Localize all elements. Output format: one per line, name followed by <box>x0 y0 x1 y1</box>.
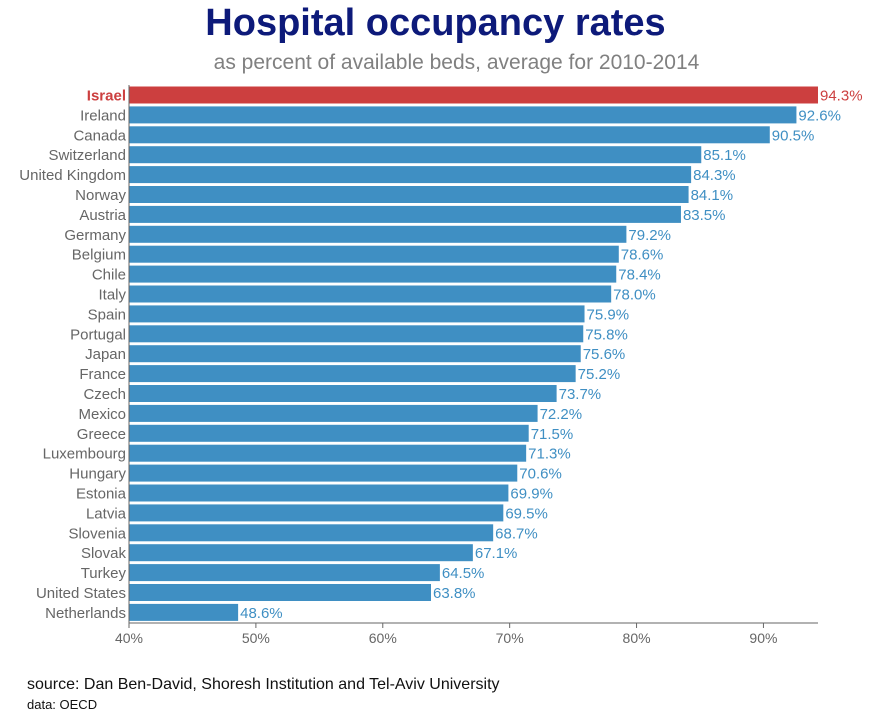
category-label: Italy <box>98 287 126 304</box>
bar-ireland <box>129 106 797 124</box>
value-label: 90.5% <box>772 127 815 144</box>
value-label: 85.1% <box>703 147 746 164</box>
category-label: Luxembourg <box>43 446 126 463</box>
category-label: Switzerland <box>48 147 126 164</box>
value-label: 92.6% <box>798 107 841 124</box>
bar-united-states <box>129 584 431 601</box>
bar-france <box>129 365 576 383</box>
value-label: 78.0% <box>613 287 656 304</box>
category-label: Hungary <box>69 466 126 483</box>
x-tick-label: 40% <box>115 630 143 646</box>
x-tick-label: 60% <box>369 630 397 646</box>
category-label: Germany <box>64 227 126 244</box>
value-label: 75.8% <box>585 326 628 343</box>
category-label: United States <box>36 585 126 602</box>
category-label: Chile <box>92 267 126 284</box>
category-label: Czech <box>83 386 126 403</box>
bar-japan <box>129 345 581 363</box>
bar-turkey <box>129 564 440 582</box>
category-label: Ireland <box>80 107 126 124</box>
value-label: 71.3% <box>528 446 571 463</box>
value-label: 67.1% <box>475 545 518 562</box>
category-label: Slovenia <box>68 525 126 542</box>
data-note: data: OECD <box>27 697 98 712</box>
category-label: Turkey <box>81 565 127 582</box>
category-label: United Kingdom <box>19 167 126 184</box>
bar-belgium <box>129 245 619 263</box>
bar-switzerland <box>129 146 702 164</box>
bar-czech <box>129 385 557 402</box>
value-label: 73.7% <box>559 386 602 403</box>
value-label: 68.7% <box>495 525 538 542</box>
bar-slovak <box>129 544 473 562</box>
category-label: Portugal <box>70 326 126 343</box>
bar-portugal <box>129 325 584 343</box>
value-label: 71.5% <box>531 426 574 443</box>
bar-estonia <box>129 484 509 502</box>
value-label: 78.6% <box>621 247 664 264</box>
value-label: 75.9% <box>587 306 630 323</box>
value-label: 64.5% <box>442 565 485 582</box>
chart-title: Hospital occupancy rates <box>205 2 666 44</box>
x-tick-label: 90% <box>749 630 777 646</box>
bar-slovenia <box>129 524 494 542</box>
category-label: Belgium <box>72 247 126 264</box>
value-label: 79.2% <box>628 227 671 244</box>
value-label: 83.5% <box>683 207 726 224</box>
bar-germany <box>129 225 627 243</box>
chart-subtitle: as percent of available beds, average fo… <box>213 51 700 74</box>
category-label: Canada <box>73 127 126 144</box>
value-label: 75.6% <box>583 346 626 363</box>
category-label: Israel <box>87 88 126 105</box>
bar-latvia <box>129 504 504 522</box>
bar-greece <box>129 424 529 442</box>
source-note: source: Dan Ben-David, Shoresh Instituti… <box>27 676 500 693</box>
x-tick-label: 80% <box>623 630 651 646</box>
value-label: 48.6% <box>240 605 283 622</box>
value-label: 70.6% <box>519 466 562 483</box>
category-label: Netherlands <box>45 605 126 622</box>
category-label: Norway <box>75 187 126 204</box>
value-label: 69.9% <box>510 486 553 503</box>
bar-united-kingdom <box>129 166 692 184</box>
category-label: Austria <box>79 207 126 224</box>
value-label: 75.2% <box>578 366 621 383</box>
bar-austria <box>129 205 681 223</box>
x-tick-label: 50% <box>242 630 270 646</box>
bar-israel <box>129 86 818 104</box>
category-label: Greece <box>77 426 126 443</box>
value-label: 84.3% <box>693 167 736 184</box>
category-label: Slovak <box>81 545 127 562</box>
bar-canada <box>129 126 770 144</box>
x-tick-label: 70% <box>496 630 524 646</box>
bar-spain <box>129 305 585 323</box>
bar-chile <box>129 265 617 283</box>
category-label: Japan <box>85 346 126 363</box>
bar-norway <box>129 186 689 203</box>
value-label: 84.1% <box>691 187 734 204</box>
value-label: 69.5% <box>505 505 548 522</box>
value-label: 63.8% <box>433 585 476 602</box>
value-label: 94.3% <box>820 88 863 105</box>
category-label: France <box>79 366 126 383</box>
bar-netherlands <box>129 603 239 621</box>
category-label: Mexico <box>78 406 126 423</box>
category-label: Latvia <box>86 505 127 522</box>
bar-mexico <box>129 404 538 422</box>
category-label: Spain <box>88 306 126 323</box>
bar-italy <box>129 285 612 303</box>
value-label: 78.4% <box>618 267 661 284</box>
bar-hungary <box>129 464 518 482</box>
bar-luxembourg <box>129 444 527 462</box>
category-label: Estonia <box>76 486 127 503</box>
value-label: 72.2% <box>540 406 583 423</box>
